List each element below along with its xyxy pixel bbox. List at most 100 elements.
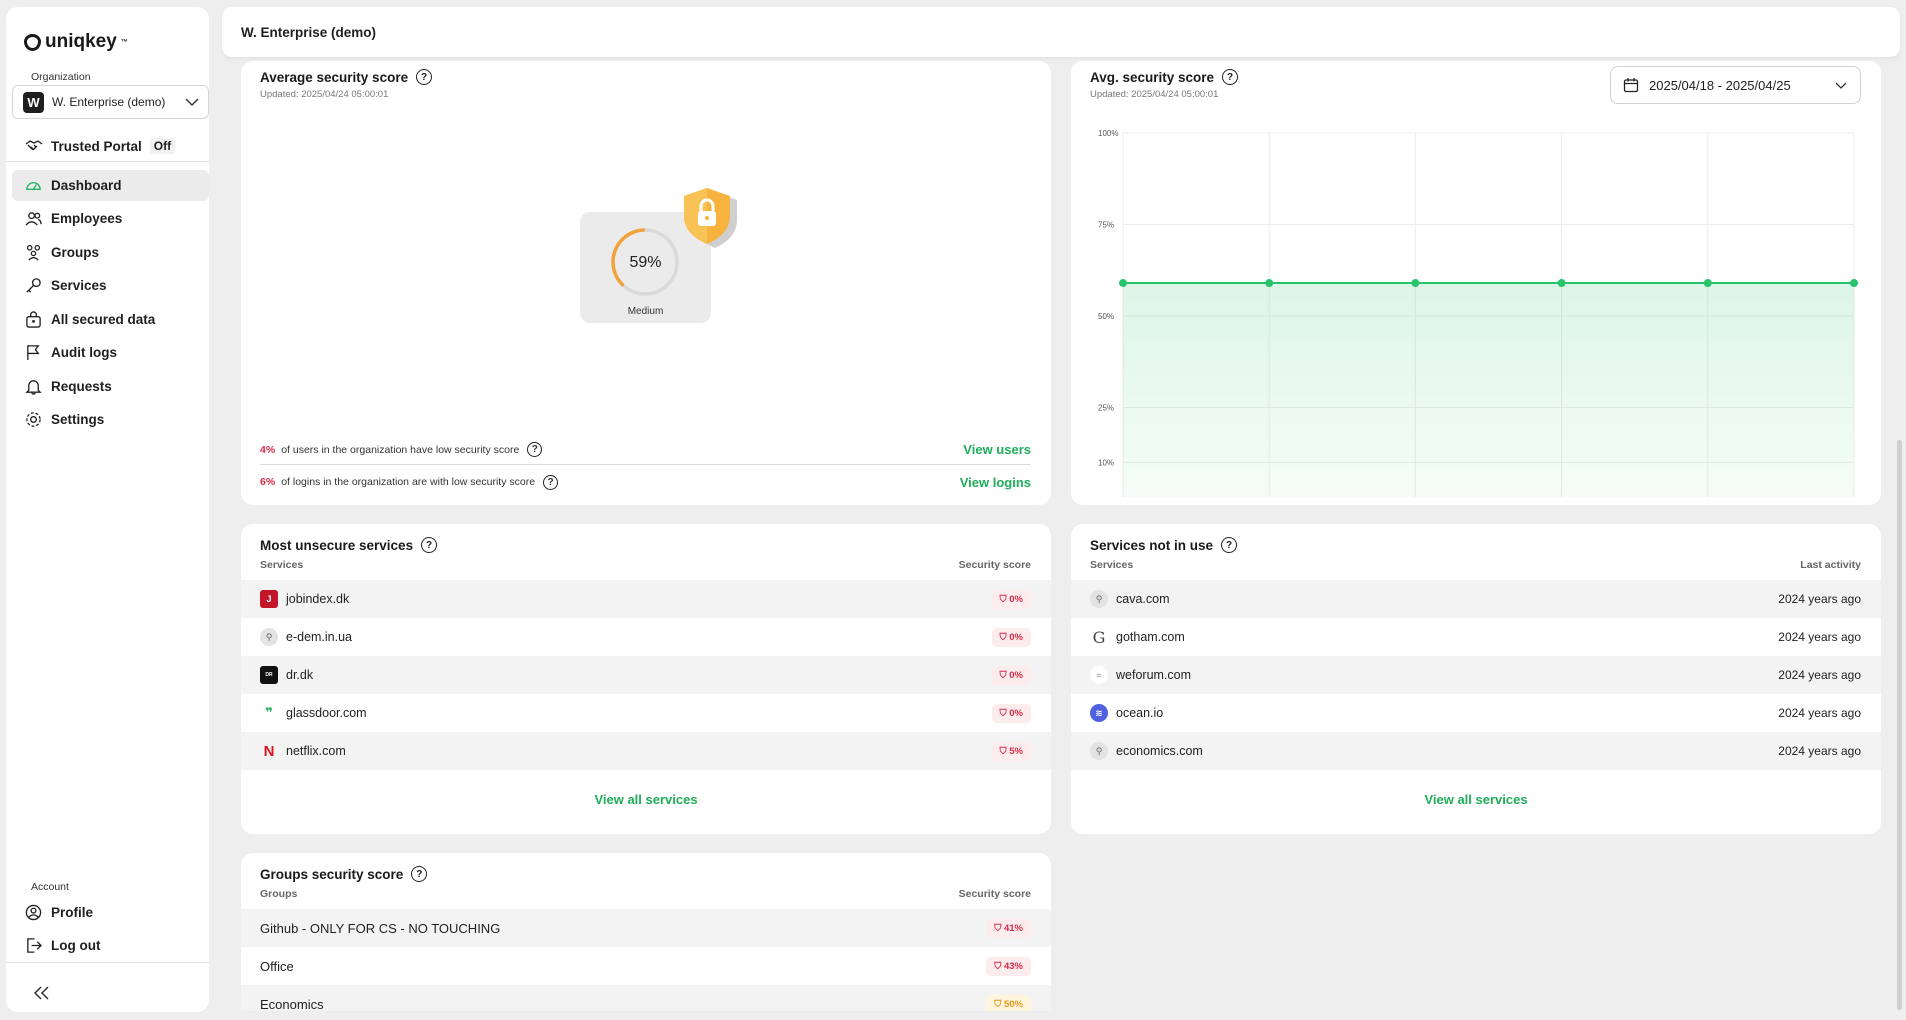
- low-score-logins-row: 6% of logins in the organization are wit…: [260, 467, 1031, 497]
- shield-lock-icon: [684, 188, 737, 248]
- date-range-picker[interactable]: 2025/04/18 - 2025/04/25: [1610, 66, 1861, 104]
- sidebar-item-all-secured-data[interactable]: All secured data: [12, 304, 209, 335]
- data-point[interactable]: [1119, 279, 1127, 288]
- table-row[interactable]: Economics ⛉ 50%: [241, 985, 1051, 1011]
- table-row[interactable]: ❞ glassdoor.com ⛉ 0%: [241, 694, 1051, 732]
- org-avatar: W: [23, 91, 44, 113]
- handshake-icon: [25, 140, 43, 151]
- sidebar-item-services[interactable]: Services: [12, 270, 209, 301]
- sidebar-item-employees[interactable]: Employees: [12, 203, 209, 234]
- score-badge: ⛉ 0%: [991, 665, 1031, 685]
- y-tick-label: 75%: [1098, 221, 1114, 230]
- updated-timestamp: Updated: 2025/04/24 05:00:01: [1090, 89, 1219, 100]
- lock-bag-icon: [26, 311, 41, 328]
- score-value: 0%: [1009, 631, 1023, 643]
- table-row[interactable]: ≈ weforum.com 2024 years ago: [1071, 656, 1881, 694]
- table-row[interactable]: ≋ ocean.io 2024 years ago: [1071, 694, 1881, 732]
- help-icon[interactable]: ?: [1221, 537, 1238, 553]
- table-row[interactable]: Office ⛉ 43%: [241, 947, 1051, 985]
- column-header: Services: [260, 559, 304, 571]
- data-point[interactable]: [1850, 279, 1858, 288]
- score-badge: ⛉ 50%: [986, 994, 1031, 1011]
- page-title: W. Enterprise (demo): [241, 24, 377, 40]
- date-range-value: 2025/04/18 - 2025/04/25: [1649, 77, 1791, 93]
- table-row[interactable]: J jobindex.dk ⛉ 0%: [241, 580, 1051, 618]
- page-scrollbar[interactable]: [1897, 440, 1902, 1010]
- gauge-icon: [26, 181, 41, 190]
- table-row[interactable]: ⚲ e-dem.in.ua ⛉ 0%: [241, 618, 1051, 656]
- dr-icon: DR: [260, 666, 278, 684]
- key-placeholder-icon: ⚲: [260, 628, 278, 646]
- table-row[interactable]: N netflix.com ⛉ 5%: [241, 732, 1051, 770]
- table-row[interactable]: ⚲ economics.com 2024 years ago: [1071, 732, 1881, 770]
- score-value: 50%: [1003, 998, 1023, 1010]
- sidebar-item-logout[interactable]: Log out: [12, 930, 209, 961]
- sidebar-item-label: Groups: [51, 245, 100, 260]
- brand-logo[interactable]: uniqkey ™: [24, 31, 128, 53]
- column-header: Security score: [958, 559, 1031, 571]
- table-header: Groups Security score: [260, 888, 1031, 900]
- security-score-trend-card: Avg. security score ? Updated: 2025/04/2…: [1071, 61, 1881, 505]
- sidebar-item-dashboard[interactable]: Dashboard: [12, 170, 209, 201]
- help-icon[interactable]: ?: [421, 537, 438, 553]
- groups-icon: [26, 244, 41, 261]
- updated-timestamp: Updated: 2025/04/24 05:00:01: [260, 89, 389, 100]
- help-icon[interactable]: ?: [527, 442, 543, 457]
- sidebar-item-requests[interactable]: Requests: [12, 371, 209, 402]
- view-all-services-link[interactable]: View all services: [1424, 792, 1528, 807]
- table-row[interactable]: DR dr.dk ⛉ 0%: [241, 656, 1051, 694]
- data-point[interactable]: [1411, 279, 1420, 288]
- score-percent: 59%: [629, 254, 662, 271]
- table-header: Services Security score: [260, 559, 1031, 571]
- service-name: cava.com: [1116, 592, 1170, 606]
- data-point[interactable]: [1265, 279, 1274, 288]
- sidebar-item-label: Dashboard: [51, 178, 122, 193]
- service-name: dr.dk: [286, 668, 314, 682]
- score-value: 0%: [1009, 669, 1023, 681]
- y-tick-label: 25%: [1098, 404, 1114, 413]
- data-point[interactable]: [1703, 279, 1712, 288]
- trusted-portal-toggle[interactable]: Trusted Portal Off: [25, 138, 176, 154]
- column-header: Services: [1090, 559, 1134, 571]
- most-unsecure-services-card: Most unsecure services ? Services Securi…: [241, 524, 1051, 834]
- help-icon[interactable]: ?: [411, 866, 428, 882]
- help-icon[interactable]: ?: [543, 474, 559, 490]
- organization-select[interactable]: W W. Enterprise (demo): [12, 85, 209, 119]
- stat-text: of users in the organization have low se…: [281, 443, 520, 456]
- sidebar-item-settings[interactable]: Settings: [12, 404, 209, 435]
- table-row[interactable]: G gotham.com 2024 years ago: [1071, 618, 1881, 656]
- key-placeholder-icon: ⚲: [1090, 742, 1108, 760]
- help-icon[interactable]: ?: [416, 69, 433, 85]
- ocean-icon: ≋: [1090, 704, 1108, 722]
- view-users-link[interactable]: View users: [963, 442, 1031, 457]
- card-title: Groups security score ?: [260, 866, 428, 882]
- trend-title: Avg. security score: [1090, 69, 1215, 85]
- table-row[interactable]: Github - ONLY FOR CS - NO TOUCHING ⛉ 41%: [241, 909, 1051, 947]
- view-all-services-link[interactable]: View all services: [594, 792, 698, 807]
- card-title: Services not in use ?: [1090, 537, 1238, 553]
- sidebar-item-profile[interactable]: Profile: [12, 897, 209, 928]
- average-security-score-title: Average security score: [260, 69, 409, 85]
- trusted-portal-status: Off: [149, 138, 176, 154]
- flag-icon: [27, 345, 40, 361]
- view-logins-link[interactable]: View logins: [959, 474, 1031, 490]
- table-header: Services Last activity: [1090, 559, 1861, 571]
- low-score-users-row: 4% of users in the organization have low…: [260, 435, 1031, 465]
- trusted-portal-label: Trusted Portal: [51, 138, 142, 154]
- data-point[interactable]: [1557, 279, 1566, 288]
- last-activity: 2024 years ago: [1778, 744, 1861, 758]
- card-title: Avg. security score ?: [1090, 69, 1239, 85]
- help-icon[interactable]: ?: [1222, 69, 1239, 85]
- trend-chart: 10%25%50%75%100%18 Apr19 Apr20 Apr21 Apr…: [1098, 129, 1858, 497]
- collapse-sidebar-icon[interactable]: [30, 984, 54, 1002]
- sidebar-item-label: Settings: [51, 412, 105, 427]
- logo-icon: [24, 33, 41, 51]
- jobindex-icon: J: [260, 590, 278, 608]
- sidebar-item-groups[interactable]: Groups: [12, 237, 209, 268]
- account-label: Account: [31, 881, 69, 893]
- group-name: Github - ONLY FOR CS - NO TOUCHING: [260, 920, 501, 936]
- column-header: Groups: [260, 888, 298, 900]
- sidebar-item-audit-logs[interactable]: Audit logs: [12, 337, 209, 368]
- table-row[interactable]: ⚲ cava.com 2024 years ago: [1071, 580, 1881, 618]
- series-area: [1123, 283, 1854, 497]
